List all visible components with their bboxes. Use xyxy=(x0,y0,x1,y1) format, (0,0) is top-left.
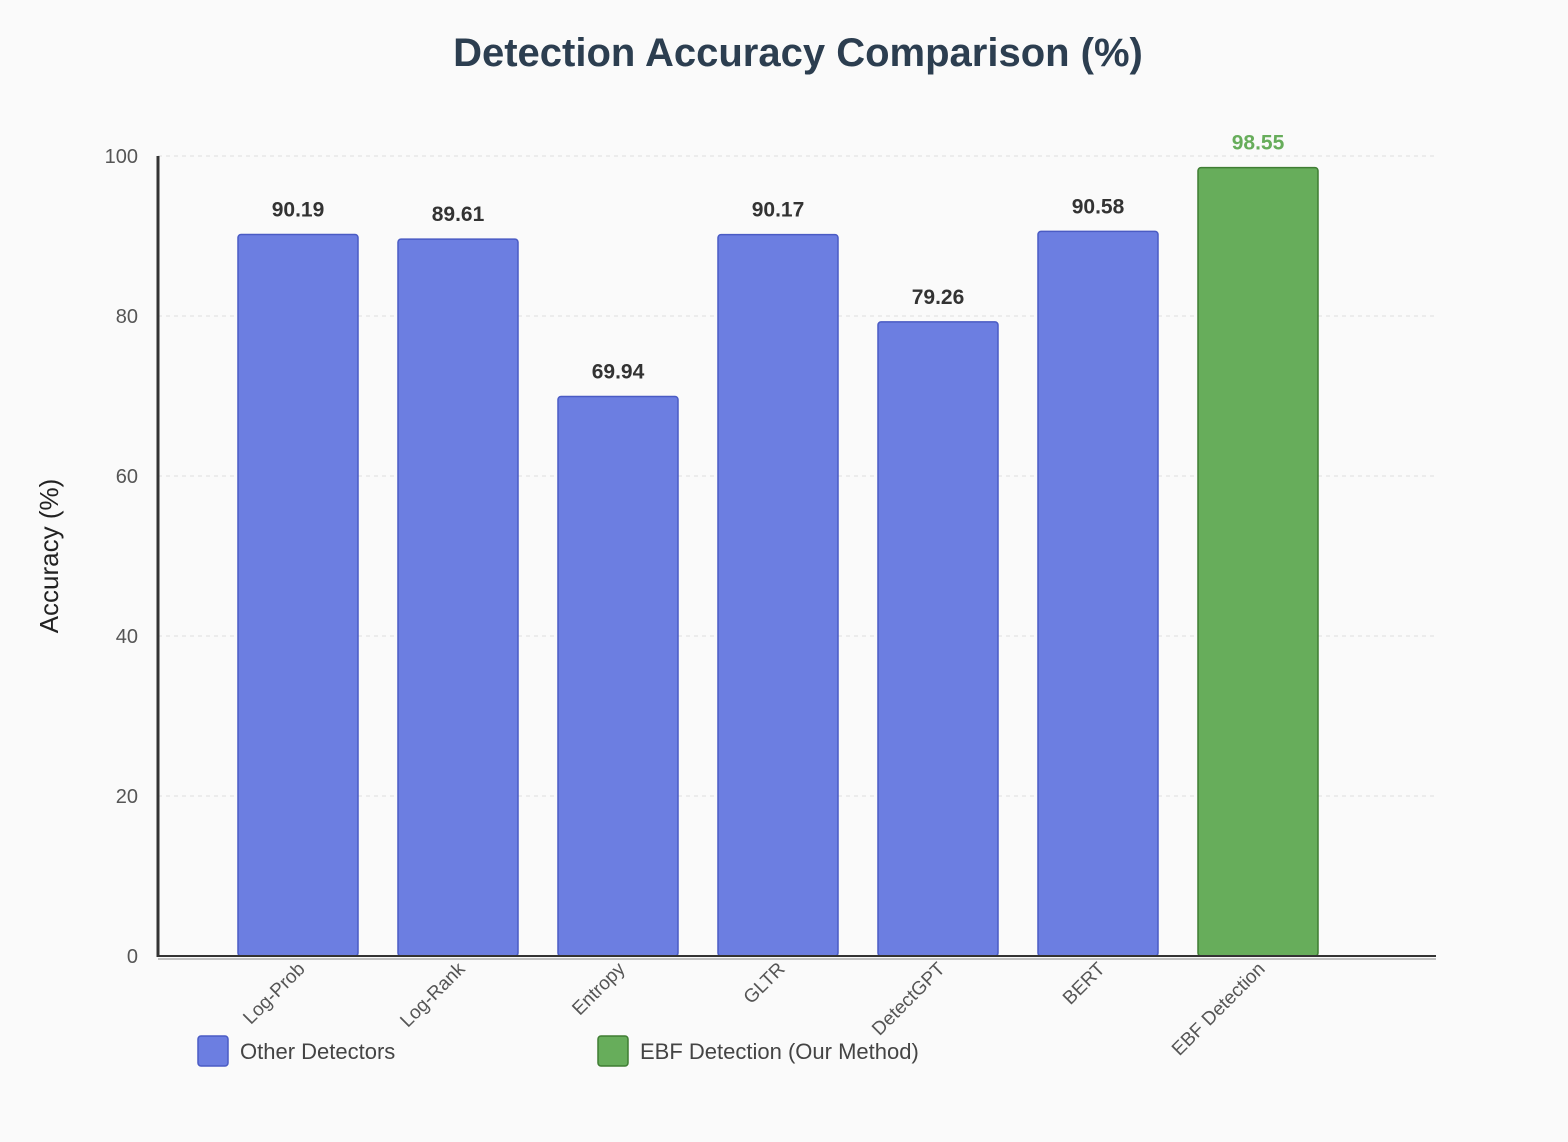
y-tick-label: 80 xyxy=(116,306,138,328)
x-tick-label: EBF Detection xyxy=(1168,959,1269,1060)
bar-gltr xyxy=(717,233,839,957)
legend: Other Detectors EBF Detection (Our Method… xyxy=(197,1035,919,1067)
y-tick-label: 0 xyxy=(127,946,138,968)
legend-label: Other Detectors xyxy=(240,1039,395,1064)
x-tick-label: Log-Rank xyxy=(396,958,469,1031)
data-label: 69.94 xyxy=(592,360,645,383)
y-tick-label: 20 xyxy=(116,786,138,808)
x-tick-label: Entropy xyxy=(568,958,630,1020)
bar-ebf-detection xyxy=(1197,166,1319,957)
y-tick-label: 60 xyxy=(116,466,138,488)
bar-log-prob xyxy=(237,233,359,957)
bars xyxy=(237,166,1319,957)
bar-entropy xyxy=(557,395,679,957)
y-tick-label: 40 xyxy=(116,626,138,648)
data-label: 89.61 xyxy=(432,203,485,226)
bar-detectgpt xyxy=(877,321,999,957)
x-tick-label: DetectGPT xyxy=(868,958,950,1040)
legend-swatch xyxy=(197,1035,229,1067)
data-label: 79.26 xyxy=(912,286,965,309)
data-label: 90.58 xyxy=(1072,195,1125,218)
data-label: 90.19 xyxy=(272,198,325,221)
x-tick-label: BERT xyxy=(1059,958,1110,1009)
legend-label: EBF Detection (Our Method) xyxy=(640,1039,919,1064)
data-label: 98.55 xyxy=(1232,132,1285,155)
legend-swatch xyxy=(597,1035,629,1067)
y-tick-label: 100 xyxy=(105,146,138,168)
bar-bert xyxy=(1037,230,1159,957)
y-axis-label: Accuracy (%) xyxy=(34,479,64,634)
data-label: 90.17 xyxy=(752,199,805,222)
x-tick-label: GLTR xyxy=(740,959,790,1009)
bar-log-rank xyxy=(397,238,519,957)
x-tick-label: Log-Prob xyxy=(239,959,309,1029)
axes xyxy=(156,156,1436,960)
chart-title: Detection Accuracy Comparison (%) xyxy=(453,31,1143,75)
